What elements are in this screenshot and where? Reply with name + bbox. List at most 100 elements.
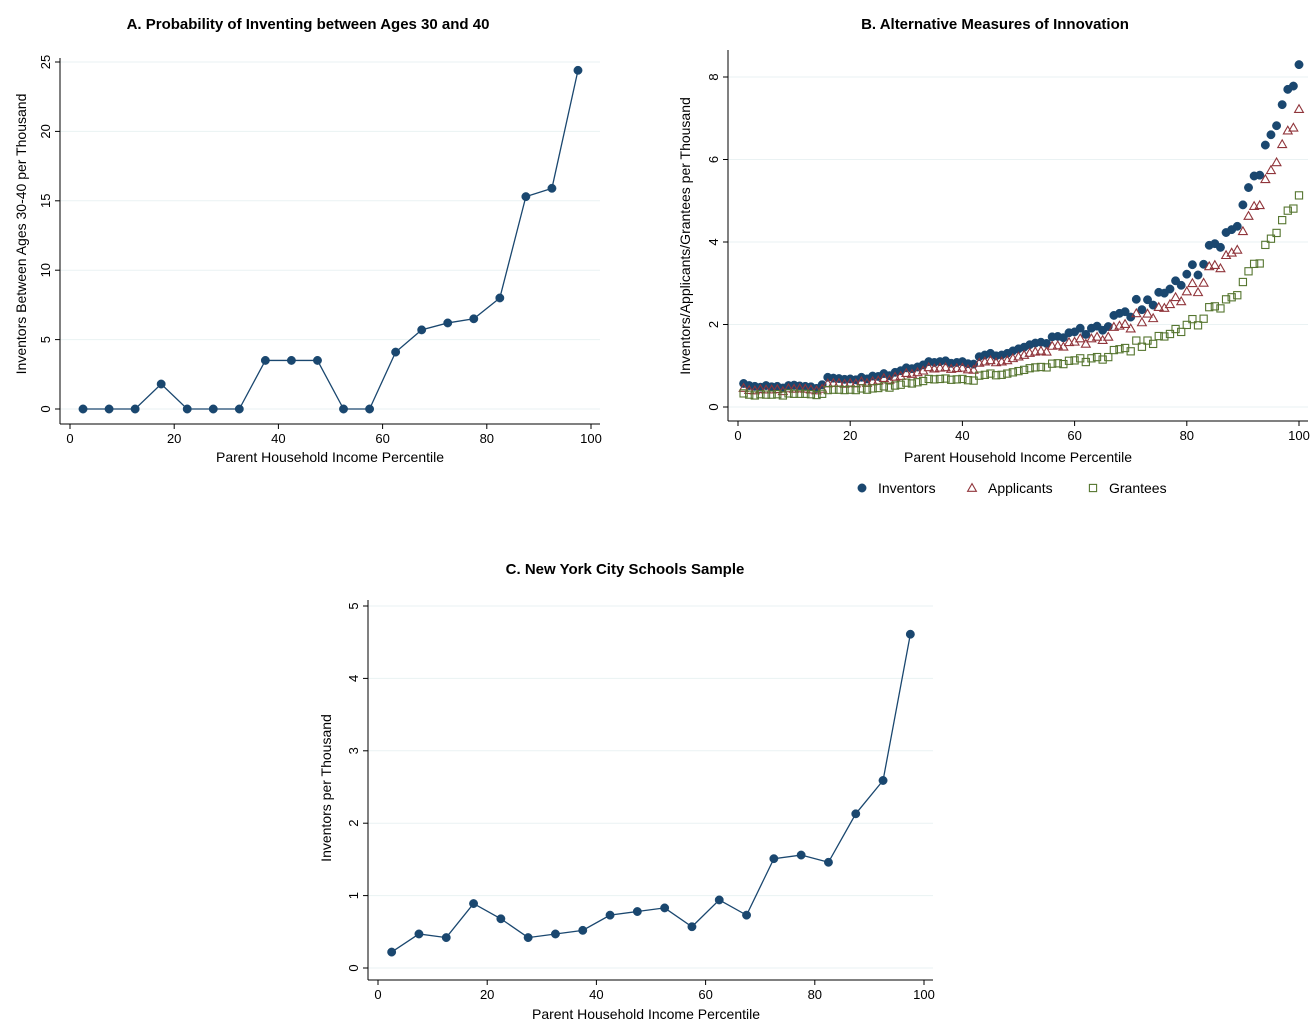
data-point bbox=[924, 374, 933, 384]
x-tick-label: 0 bbox=[374, 987, 381, 1002]
data-point bbox=[900, 367, 912, 378]
data-point bbox=[766, 384, 778, 394]
data-point bbox=[990, 356, 1002, 367]
y-tick-label: 10 bbox=[38, 263, 53, 277]
data-point bbox=[1209, 259, 1221, 269]
data-point bbox=[761, 390, 771, 399]
data-point bbox=[846, 385, 855, 394]
data-point bbox=[941, 374, 950, 383]
data-point bbox=[839, 378, 850, 388]
data-point bbox=[286, 355, 296, 365]
data-point bbox=[1035, 345, 1047, 355]
data-point bbox=[862, 385, 872, 394]
data-point bbox=[947, 375, 956, 384]
data-point bbox=[760, 384, 772, 394]
data-point bbox=[339, 404, 348, 414]
data-point bbox=[469, 899, 478, 909]
data-point bbox=[824, 857, 833, 867]
data-point bbox=[1243, 210, 1254, 220]
data-point bbox=[742, 910, 751, 920]
panel-c-y-label: Inventors per Thousand bbox=[318, 714, 334, 862]
data-point bbox=[1053, 359, 1062, 368]
data-point bbox=[991, 371, 1001, 380]
x-tick-label: 20 bbox=[167, 431, 181, 446]
data-point bbox=[1143, 295, 1152, 305]
data-point bbox=[851, 385, 860, 395]
data-point bbox=[755, 383, 766, 394]
data-point bbox=[1126, 347, 1135, 356]
data-point bbox=[923, 361, 935, 372]
x-tick-label: 100 bbox=[580, 431, 602, 446]
legend-item-applicants: Applicants bbox=[966, 480, 1053, 496]
y-tick-label: 3 bbox=[346, 747, 361, 754]
x-tick-label: 100 bbox=[913, 987, 935, 1002]
data-point bbox=[788, 383, 800, 393]
legend-item-inventors: Inventors bbox=[857, 480, 936, 496]
data-point bbox=[1177, 327, 1186, 337]
data-point bbox=[1237, 225, 1249, 236]
data-point bbox=[1142, 308, 1153, 318]
data-point bbox=[857, 384, 866, 393]
data-point bbox=[469, 314, 479, 324]
panel-a-title: A. Probability of Inventing between Ages… bbox=[127, 16, 490, 33]
data-point bbox=[573, 65, 583, 75]
data-point bbox=[980, 370, 989, 379]
data-point bbox=[963, 376, 973, 385]
data-point bbox=[1091, 331, 1103, 341]
data-point bbox=[885, 383, 894, 392]
x-tick-label: 40 bbox=[271, 431, 285, 446]
data-point bbox=[1147, 312, 1159, 323]
data-point bbox=[997, 370, 1006, 379]
x-tick-label: 20 bbox=[480, 987, 494, 1002]
data-point bbox=[801, 389, 810, 398]
y-tick-label: 5 bbox=[38, 336, 53, 343]
data-point bbox=[940, 361, 951, 372]
panel-b-series bbox=[738, 60, 1305, 400]
data-point bbox=[391, 347, 401, 357]
y-tick-label: 15 bbox=[38, 194, 53, 208]
data-point bbox=[1294, 60, 1304, 70]
data-point bbox=[1148, 339, 1158, 349]
x-tick-label: 100 bbox=[1288, 428, 1310, 443]
data-point bbox=[660, 903, 670, 913]
data-point bbox=[1070, 356, 1079, 365]
data-point bbox=[1221, 295, 1231, 304]
panel-a: A. Probability of Inventing between Ages… bbox=[13, 16, 602, 465]
panel-c-series bbox=[387, 629, 915, 957]
data-point bbox=[1232, 221, 1242, 231]
data-point bbox=[962, 363, 974, 374]
data-point bbox=[1192, 286, 1204, 297]
data-point bbox=[1193, 321, 1203, 330]
y-tick-label: 0 bbox=[706, 403, 721, 410]
x-tick-label: 0 bbox=[734, 428, 741, 443]
data-point bbox=[1064, 356, 1074, 365]
data-point bbox=[1231, 244, 1243, 254]
data-point bbox=[745, 390, 754, 399]
legend-label: Applicants bbox=[988, 480, 1053, 496]
data-point bbox=[1153, 301, 1165, 312]
data-point bbox=[1137, 342, 1147, 351]
panel-a-y-label: Inventors Between Ages 30-40 per Thousan… bbox=[13, 94, 29, 375]
data-point bbox=[771, 383, 783, 394]
data-point bbox=[523, 933, 533, 943]
data-point bbox=[1182, 320, 1191, 330]
data-point bbox=[878, 776, 888, 785]
panel-b-x-label: Parent Household Income Percentile bbox=[904, 449, 1132, 465]
x-tick-label: 60 bbox=[698, 987, 712, 1002]
data-point bbox=[1294, 191, 1304, 200]
data-point bbox=[1132, 336, 1141, 345]
data-point bbox=[1199, 314, 1208, 323]
data-point bbox=[812, 390, 821, 400]
data-point bbox=[1069, 336, 1080, 346]
panel-c-gridlines bbox=[368, 605, 933, 969]
data-point bbox=[1210, 302, 1219, 311]
data-point bbox=[929, 363, 940, 373]
data-point bbox=[1160, 332, 1169, 341]
data-point bbox=[1104, 352, 1113, 362]
data-point bbox=[1120, 307, 1130, 317]
data-point bbox=[443, 318, 453, 328]
data-point bbox=[182, 404, 192, 414]
y-tick-label: 4 bbox=[346, 675, 361, 682]
